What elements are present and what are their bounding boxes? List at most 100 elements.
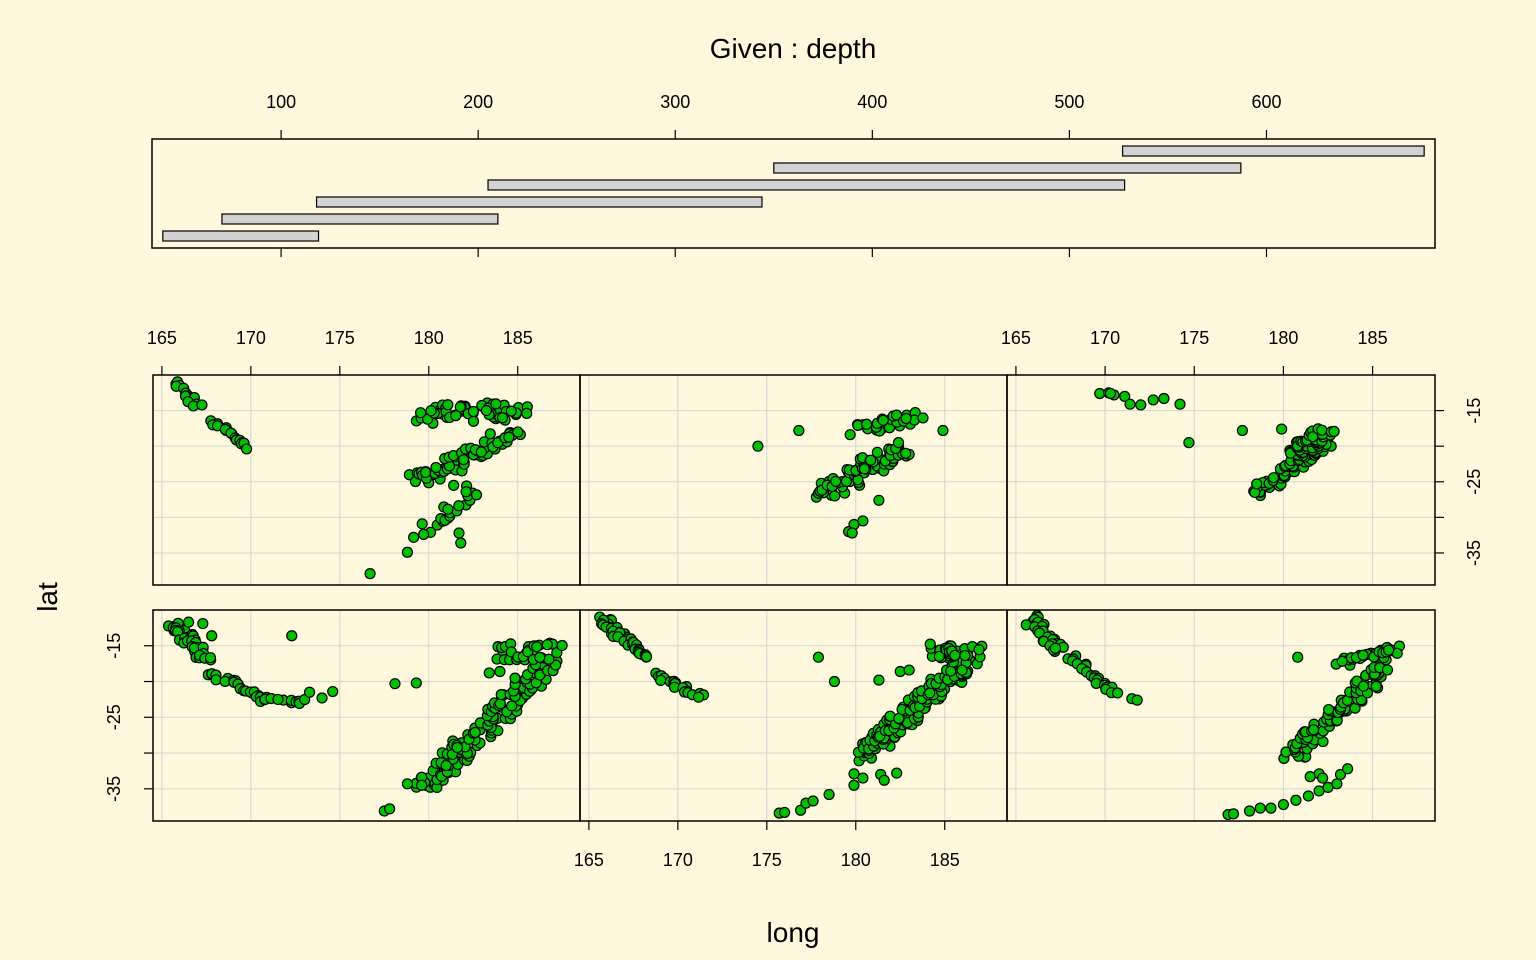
data-point — [453, 500, 465, 512]
y-axis-tick-label: -35 — [1464, 540, 1484, 566]
data-point — [483, 667, 495, 679]
data-point — [1317, 772, 1329, 784]
data-point — [1174, 398, 1186, 410]
data-point — [418, 528, 430, 540]
data-point — [490, 398, 502, 410]
data-point — [1370, 680, 1382, 692]
data-point — [829, 490, 841, 502]
data-point — [442, 503, 454, 515]
data-point — [823, 788, 835, 801]
y-axis-tick-label: -35 — [104, 776, 124, 802]
data-point — [430, 461, 442, 474]
data-point — [1381, 664, 1394, 676]
data-point — [1292, 651, 1304, 663]
data-point — [1104, 387, 1117, 400]
data-point — [521, 407, 533, 419]
given-interval-bar — [221, 213, 499, 225]
data-point — [779, 806, 791, 819]
x-axis-tick-label: 165 — [147, 328, 177, 348]
data-point — [448, 479, 460, 491]
x-axis-tick-label: 185 — [930, 850, 960, 870]
data-point — [453, 527, 465, 539]
data-point — [1323, 703, 1335, 716]
data-point — [1131, 694, 1143, 706]
data-point — [899, 447, 912, 459]
data-point — [210, 674, 222, 686]
data-point — [1276, 423, 1288, 435]
data-point — [556, 639, 568, 652]
data-point — [1302, 790, 1314, 802]
data-point — [1357, 649, 1369, 661]
data-point — [206, 630, 218, 642]
data-point — [1135, 399, 1147, 411]
given-tick-label: 400 — [857, 92, 887, 112]
data-point — [917, 412, 929, 424]
data-point — [408, 531, 420, 543]
data-point — [204, 652, 217, 664]
data-point — [1357, 680, 1370, 692]
data-point — [364, 568, 376, 580]
data-point — [1158, 392, 1170, 405]
data-point — [692, 691, 705, 703]
data-point — [401, 546, 414, 558]
data-point — [1307, 724, 1320, 736]
given-tick-label: 100 — [266, 92, 296, 112]
data-point — [419, 466, 432, 478]
data-point — [752, 440, 764, 452]
data-point — [830, 475, 842, 487]
x-axis-tick-label: 175 — [325, 328, 355, 348]
y-axis-tick-label: -15 — [1464, 398, 1484, 424]
y-axis-tick-label: -25 — [104, 704, 124, 730]
scatter-panels — [152, 374, 1436, 822]
x-axis-tick-label: 175 — [1179, 328, 1209, 348]
x-axis-tick-label: 165 — [1001, 328, 1031, 348]
scatter-panel — [579, 374, 1008, 586]
data-point — [327, 685, 339, 698]
data-point — [410, 677, 422, 689]
data-point — [1316, 424, 1328, 436]
data-point — [440, 759, 452, 772]
data-point — [828, 675, 841, 688]
y-axis-tick-label: -25 — [1464, 469, 1484, 495]
data-point — [512, 426, 524, 438]
x-axis-tick-label: 180 — [414, 328, 444, 348]
x-axis-tick-label: 170 — [663, 850, 693, 870]
data-point — [877, 414, 889, 426]
data-point — [812, 651, 825, 663]
data-point — [865, 454, 877, 466]
given-tick-label: 200 — [463, 92, 493, 112]
given-interval-bar — [1122, 145, 1425, 157]
scatter-panel — [1006, 609, 1436, 822]
data-point — [1265, 802, 1277, 814]
given-interval-bar — [487, 179, 1126, 191]
data-point — [1277, 798, 1290, 811]
x-axis-tick-label: 165 — [574, 850, 604, 870]
data-point — [1183, 437, 1195, 449]
x-axis-tick-label: 170 — [1090, 328, 1120, 348]
x-axis-tick-label: 185 — [503, 328, 533, 348]
scatter-panel — [1006, 374, 1436, 586]
data-point — [891, 767, 903, 779]
data-point — [450, 410, 462, 422]
data-point — [949, 649, 961, 661]
data-point — [454, 401, 466, 413]
data-point — [1227, 808, 1240, 820]
x-axis-tick-label: 180 — [1268, 328, 1298, 348]
data-point — [384, 803, 396, 815]
data-point — [1243, 805, 1256, 817]
data-point — [534, 651, 546, 663]
data-point — [1334, 768, 1347, 781]
data-point — [496, 412, 509, 424]
given-panel: 100 200 300 400 500 600 — [151, 92, 1436, 257]
data-point — [1119, 390, 1131, 402]
panel-frame — [1006, 609, 1436, 822]
data-point — [197, 617, 209, 630]
data-point — [494, 665, 506, 678]
given-tick-label: 300 — [660, 92, 690, 112]
scatter-panel — [579, 609, 1008, 822]
data-point — [286, 630, 298, 642]
data-point — [480, 404, 492, 417]
x-axis-tick-label: 180 — [841, 850, 871, 870]
data-point — [415, 407, 427, 419]
